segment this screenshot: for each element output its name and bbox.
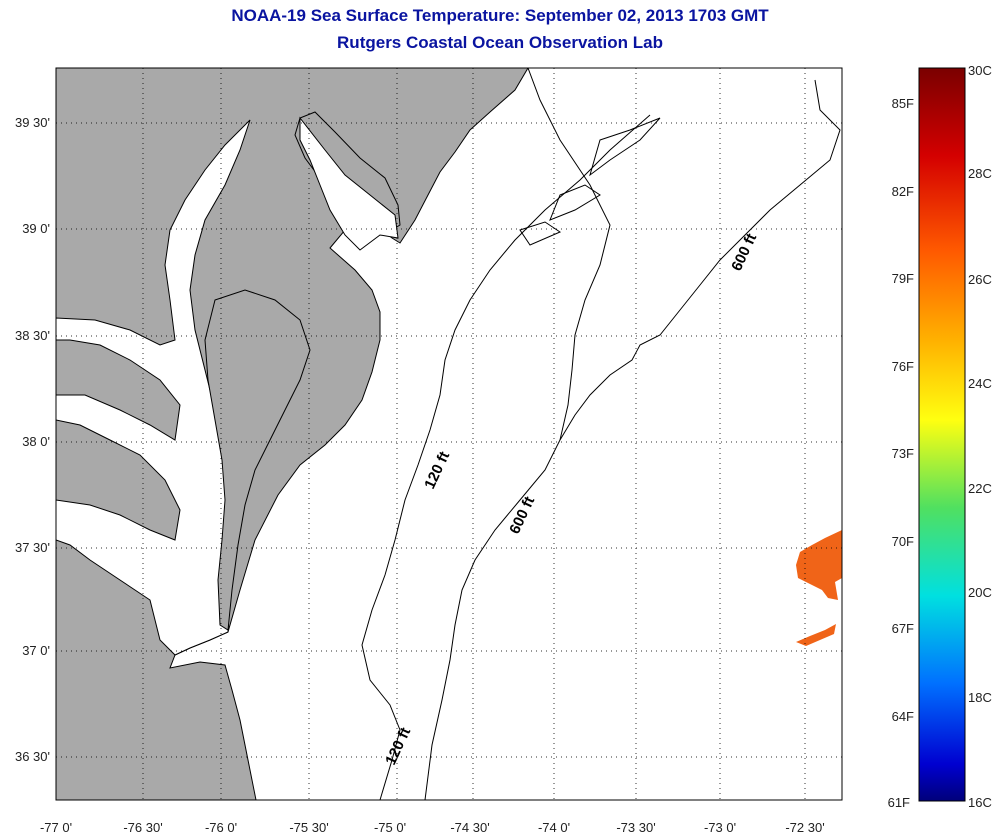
fahrenheit-label: 73F [892,446,914,461]
map-subtitle: Rutgers Coastal Ocean Observation Lab [337,33,663,52]
colorbar-fahrenheit-labels: 85F 82F 79F 76F 73F 70F 67F 64F 61F [888,96,914,810]
lat-tick-label: 37 30' [15,540,50,555]
lon-tick-label: -76 30' [123,820,162,835]
map-title: NOAA-19 Sea Surface Temperature: Septemb… [231,6,769,25]
lat-tick-label: 36 30' [15,749,50,764]
fahrenheit-label: 85F [892,96,914,111]
lon-tick-label: -72 30' [785,820,824,835]
celsius-label: 24C [968,376,992,391]
celsius-label: 30C [968,63,992,78]
celsius-label: 28C [968,166,992,181]
lon-axis: -77 0' -76 30' -76 0' -75 30' -75 0' -74… [40,820,825,835]
lon-tick-label: -73 0' [704,820,736,835]
map-frame [55,67,843,801]
fahrenheit-label: 82F [892,184,914,199]
colorbar [918,67,966,802]
lat-axis: 39 30' 39 0' 38 30' 38 0' 37 30' 37 0' 3… [15,115,50,764]
lon-tick-label: -74 30' [450,820,489,835]
lon-tick-label: -75 0' [374,820,406,835]
fahrenheit-label: 79F [892,271,914,286]
land-eastern-shore [204,289,311,631]
lon-tick-label: -73 30' [616,820,655,835]
lat-tick-label: 38 30' [15,328,50,343]
lon-tick-label: -76 0' [205,820,237,835]
celsius-label: 20C [968,585,992,600]
colorbar-celsius-labels: 30C 28C 26C 24C 22C 20C 18C 16C [968,63,992,810]
lat-tick-label: 37 0' [22,643,50,658]
fahrenheit-label: 64F [892,709,914,724]
sst-patch-small [796,624,836,646]
delaware-bay [299,116,399,251]
lon-tick-label: -74 0' [538,820,570,835]
lat-tick-label: 39 0' [22,221,50,236]
isobath-600ft-outer [559,79,841,441]
lon-tick-label: -75 30' [289,820,328,835]
fahrenheit-label: 67F [892,621,914,636]
lat-tick-label: 39 30' [15,115,50,130]
shoal-contour [519,117,661,246]
celsius-label: 16C [968,795,992,810]
sst-patch [796,530,842,600]
lon-tick-label: -77 0' [40,820,72,835]
celsius-label: 26C [968,272,992,287]
graticule [56,68,842,800]
fahrenheit-label: 76F [892,359,914,374]
celsius-label: 22C [968,481,992,496]
fahrenheit-label: 61F [888,795,910,810]
isobath-120ft [361,114,651,800]
lat-tick-label: 38 0' [22,434,50,449]
celsius-label: 18C [968,690,992,705]
fahrenheit-label: 70F [892,534,914,549]
